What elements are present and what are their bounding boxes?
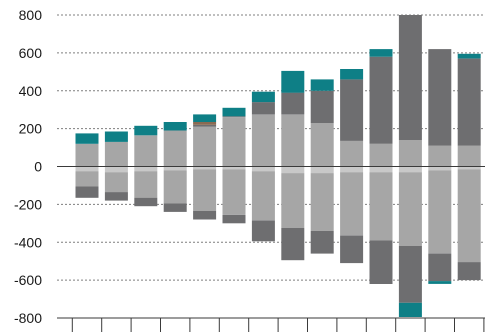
bar-segment xyxy=(398,15,422,140)
bar-segment xyxy=(398,140,422,167)
bar-segment xyxy=(428,49,452,146)
bar-segment xyxy=(340,140,364,167)
bar-segment xyxy=(340,166,364,173)
bar-segment xyxy=(75,171,99,187)
bar-segment xyxy=(398,246,422,303)
y-tick-label: -600 xyxy=(14,272,42,288)
bar-segment xyxy=(104,172,128,193)
bar-segment xyxy=(193,169,217,211)
bars xyxy=(75,15,481,317)
bar-segment xyxy=(75,143,99,167)
y-tick-label: -200 xyxy=(14,196,42,212)
bar-segment xyxy=(193,114,217,122)
bar-segment xyxy=(251,114,275,167)
bar-segment xyxy=(457,262,481,281)
bar-segment xyxy=(193,124,217,127)
y-tick-label: 800 xyxy=(19,7,43,23)
bar-segment xyxy=(193,166,217,170)
y-tick-label: 400 xyxy=(19,83,43,99)
bar-segment xyxy=(163,166,187,171)
y-tick-label: -400 xyxy=(14,234,42,250)
bar-segment xyxy=(222,117,246,167)
bar-segment xyxy=(251,166,275,172)
bar-segment xyxy=(281,114,305,167)
bar-segment xyxy=(134,166,158,172)
bar-segment xyxy=(398,172,422,247)
bar-segment xyxy=(251,102,275,115)
bar-segment xyxy=(340,69,364,80)
bar-segment xyxy=(281,166,305,174)
bar-segment xyxy=(163,122,187,131)
bar-segment xyxy=(369,240,393,284)
y-axis-labels: 800 600 400 200 0 -200 -400 -600 -800 xyxy=(14,7,42,326)
bar-segment xyxy=(222,116,246,118)
bar-segment xyxy=(104,141,128,167)
bar-segment xyxy=(310,166,334,174)
bar-segment xyxy=(222,107,246,117)
bar-segment xyxy=(75,166,99,172)
bar-segment xyxy=(281,228,305,261)
bar-segment xyxy=(193,126,217,167)
y-tick-label: 200 xyxy=(19,121,43,137)
bar-segment xyxy=(457,169,481,263)
bar-segment xyxy=(104,166,128,173)
bar-segment xyxy=(134,197,158,207)
bar-segment xyxy=(428,281,452,284)
bar-segment xyxy=(457,53,481,59)
bar-segment xyxy=(193,122,217,125)
bar-segment xyxy=(134,125,158,136)
bar-segment xyxy=(369,56,393,144)
bar-segment xyxy=(281,173,305,228)
bar-segment xyxy=(398,302,422,317)
x-axis xyxy=(57,166,485,332)
bar-segment xyxy=(222,169,246,215)
bar-segment xyxy=(251,91,275,103)
bar-segment xyxy=(104,131,128,142)
bar-segment xyxy=(310,79,334,91)
y-tick-label: 0 xyxy=(34,159,42,175)
y-tick-label: 600 xyxy=(19,45,43,61)
bar-segment xyxy=(369,143,393,167)
bar-segment xyxy=(193,211,217,220)
bar-segment xyxy=(310,122,334,167)
bar-segment xyxy=(163,203,187,212)
bar-segment xyxy=(310,90,334,123)
bar-segment xyxy=(251,171,275,221)
bar-segment xyxy=(281,70,305,93)
bar-segment xyxy=(251,220,275,242)
bar-segment xyxy=(281,92,305,115)
bar-segment xyxy=(310,173,334,231)
bar-segment xyxy=(369,166,393,173)
bar-segment xyxy=(428,145,452,167)
bar-segment xyxy=(369,49,393,57)
bar-segment xyxy=(457,58,481,146)
bar-segment xyxy=(340,172,364,236)
bar-segment xyxy=(75,133,99,144)
bar-segment xyxy=(457,145,481,167)
bar-segment xyxy=(340,235,364,264)
bar-segment xyxy=(428,253,452,282)
bar-segment xyxy=(428,170,452,254)
bar-segment xyxy=(340,79,364,141)
bar-segment xyxy=(428,166,452,171)
bar-segment xyxy=(310,230,334,254)
bar-segment xyxy=(222,166,246,170)
bar-segment xyxy=(369,172,393,241)
bar-segment xyxy=(104,192,128,201)
bar-segment xyxy=(134,171,158,198)
bar-segment xyxy=(134,135,158,167)
bar-segment xyxy=(75,186,99,198)
bar-segment xyxy=(222,214,246,224)
bar-segment xyxy=(163,130,187,167)
bar-segment xyxy=(163,170,187,204)
bar-segment xyxy=(457,166,481,170)
bar-segment xyxy=(398,166,422,173)
y-tick-label: -800 xyxy=(14,310,42,326)
